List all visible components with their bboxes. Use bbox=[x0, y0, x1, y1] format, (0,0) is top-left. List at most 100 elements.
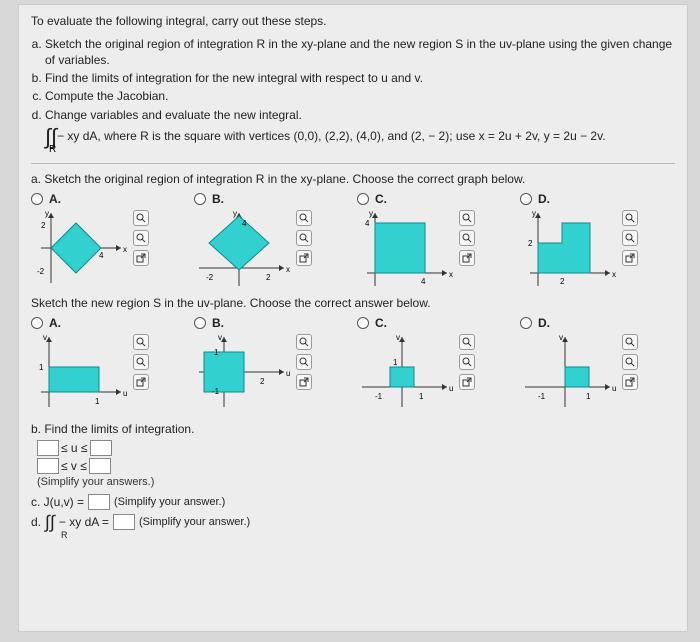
radio-d[interactable] bbox=[520, 193, 532, 205]
radio-c[interactable] bbox=[357, 193, 369, 205]
v-upper-input[interactable] bbox=[89, 458, 111, 474]
integral-subscript: R bbox=[49, 144, 675, 155]
step-c: Compute the Jacobian. bbox=[45, 88, 675, 104]
svg-text:-1: -1 bbox=[212, 387, 220, 396]
zoom-in-icon[interactable] bbox=[622, 210, 638, 226]
choice-a-label: A. bbox=[49, 192, 61, 206]
choice-s-b-label: B. bbox=[212, 316, 224, 330]
svg-text:4: 4 bbox=[99, 251, 104, 260]
partc-hint: (Simplify your answer.) bbox=[114, 496, 225, 508]
u-lower-input[interactable] bbox=[37, 440, 59, 456]
popout-icon[interactable] bbox=[459, 250, 475, 266]
partc-label: c. J(u,v) = bbox=[31, 495, 84, 509]
zoom-out-icon[interactable] bbox=[459, 230, 475, 246]
svg-text:y: y bbox=[369, 209, 373, 218]
choice-s-b: B. u v 1 -1 2 bbox=[194, 316, 349, 412]
u-ineq: ≤ u ≤ bbox=[61, 441, 88, 455]
zoom-in-icon[interactable] bbox=[459, 210, 475, 226]
v-ineq: ≤ v ≤ bbox=[61, 459, 87, 473]
zoom-in-icon[interactable] bbox=[622, 334, 638, 350]
choice-c-label: C. bbox=[375, 192, 387, 206]
popout-icon[interactable] bbox=[133, 250, 149, 266]
zoom-in-icon[interactable] bbox=[133, 334, 149, 350]
question-a-choices: A. x y 2 -2 4 bbox=[31, 192, 675, 288]
svg-text:x: x bbox=[612, 270, 616, 279]
zoom-in-icon[interactable] bbox=[296, 334, 312, 350]
partd-label: d. bbox=[31, 515, 41, 529]
radio-s-d[interactable] bbox=[520, 317, 532, 329]
step-a: Sketch the original region of integratio… bbox=[45, 36, 675, 68]
zoom-out-icon[interactable] bbox=[133, 230, 149, 246]
radio-s-c[interactable] bbox=[357, 317, 369, 329]
popout-icon[interactable] bbox=[459, 374, 475, 390]
integral-symbol: ∫∫ bbox=[45, 129, 57, 144]
choice-c: C. x y 4 4 bbox=[357, 192, 512, 288]
step-b: Find the limits of integration for the n… bbox=[45, 70, 675, 86]
svg-text:4: 4 bbox=[421, 277, 426, 286]
zoom-out-icon[interactable] bbox=[459, 354, 475, 370]
choice-s-a-label: A. bbox=[49, 316, 61, 330]
v-lower-input[interactable] bbox=[37, 458, 59, 474]
zoom-in-icon[interactable] bbox=[296, 210, 312, 226]
svg-text:4: 4 bbox=[365, 219, 370, 228]
choice-b: B. x y -2 2 4 bbox=[194, 192, 349, 288]
zoom-in-icon[interactable] bbox=[459, 334, 475, 350]
question-s-choices: A. u v 1 1 bbox=[31, 316, 675, 412]
choice-a: A. x y 2 -2 4 bbox=[31, 192, 186, 288]
svg-text:-1: -1 bbox=[538, 392, 546, 401]
svg-text:2: 2 bbox=[528, 239, 533, 248]
divider bbox=[31, 163, 675, 164]
u-upper-input[interactable] bbox=[90, 440, 112, 456]
zoom-out-icon[interactable] bbox=[296, 230, 312, 246]
zoom-out-icon[interactable] bbox=[622, 354, 638, 370]
svg-text:1: 1 bbox=[393, 358, 398, 367]
svg-text:x: x bbox=[286, 265, 290, 274]
popout-icon[interactable] bbox=[622, 374, 638, 390]
partd-expr: − xy dA = bbox=[59, 515, 109, 529]
partb-title: b. Find the limits of integration. bbox=[31, 422, 675, 436]
integral-expression: ∫∫ − xy dA, where R is the square with v… bbox=[45, 129, 675, 144]
partd-subscript: R bbox=[61, 530, 675, 540]
radio-s-b[interactable] bbox=[194, 317, 206, 329]
popout-icon[interactable] bbox=[133, 374, 149, 390]
svg-text:u: u bbox=[612, 384, 616, 393]
zoom-out-icon[interactable] bbox=[133, 354, 149, 370]
graph-s-b: u v 1 -1 2 bbox=[194, 332, 314, 412]
partd-input[interactable] bbox=[113, 514, 135, 530]
svg-text:1: 1 bbox=[39, 363, 44, 372]
svg-text:2: 2 bbox=[41, 221, 46, 230]
svg-text:u: u bbox=[123, 389, 127, 398]
svg-text:1: 1 bbox=[214, 348, 219, 357]
svg-text:y: y bbox=[45, 209, 49, 218]
svg-text:1: 1 bbox=[95, 397, 100, 406]
svg-text:-2: -2 bbox=[206, 273, 214, 282]
radio-s-a[interactable] bbox=[31, 317, 43, 329]
svg-text:x: x bbox=[449, 270, 453, 279]
choice-s-d-label: D. bbox=[538, 316, 550, 330]
choice-d-label: D. bbox=[538, 192, 550, 206]
svg-text:u: u bbox=[449, 384, 453, 393]
zoom-in-icon[interactable] bbox=[133, 210, 149, 226]
choice-b-label: B. bbox=[212, 192, 224, 206]
section-b: b. Find the limits of integration. ≤ u ≤… bbox=[31, 422, 675, 540]
v-limits: ≤ v ≤ bbox=[37, 458, 675, 474]
choice-s-c: C. u v -1 1 1 bbox=[357, 316, 512, 412]
svg-text:y: y bbox=[233, 209, 237, 218]
integral-symbol-d: ∫∫ bbox=[45, 516, 55, 529]
svg-text:2: 2 bbox=[560, 277, 565, 286]
radio-a[interactable] bbox=[31, 193, 43, 205]
radio-b[interactable] bbox=[194, 193, 206, 205]
problem-container: To evaluate the following integral, carr… bbox=[18, 4, 688, 632]
svg-text:2: 2 bbox=[260, 377, 265, 386]
popout-icon[interactable] bbox=[296, 250, 312, 266]
zoom-out-icon[interactable] bbox=[296, 354, 312, 370]
svg-text:u: u bbox=[286, 369, 290, 378]
jacobian-input[interactable] bbox=[88, 494, 110, 510]
popout-icon[interactable] bbox=[622, 250, 638, 266]
graph-s-a: u v 1 1 bbox=[31, 332, 151, 412]
steps-list: Sketch the original region of integratio… bbox=[31, 36, 675, 123]
integral-text: − xy dA, where R is the square with vert… bbox=[57, 129, 605, 143]
svg-text:2: 2 bbox=[266, 273, 271, 282]
zoom-out-icon[interactable] bbox=[622, 230, 638, 246]
popout-icon[interactable] bbox=[296, 374, 312, 390]
